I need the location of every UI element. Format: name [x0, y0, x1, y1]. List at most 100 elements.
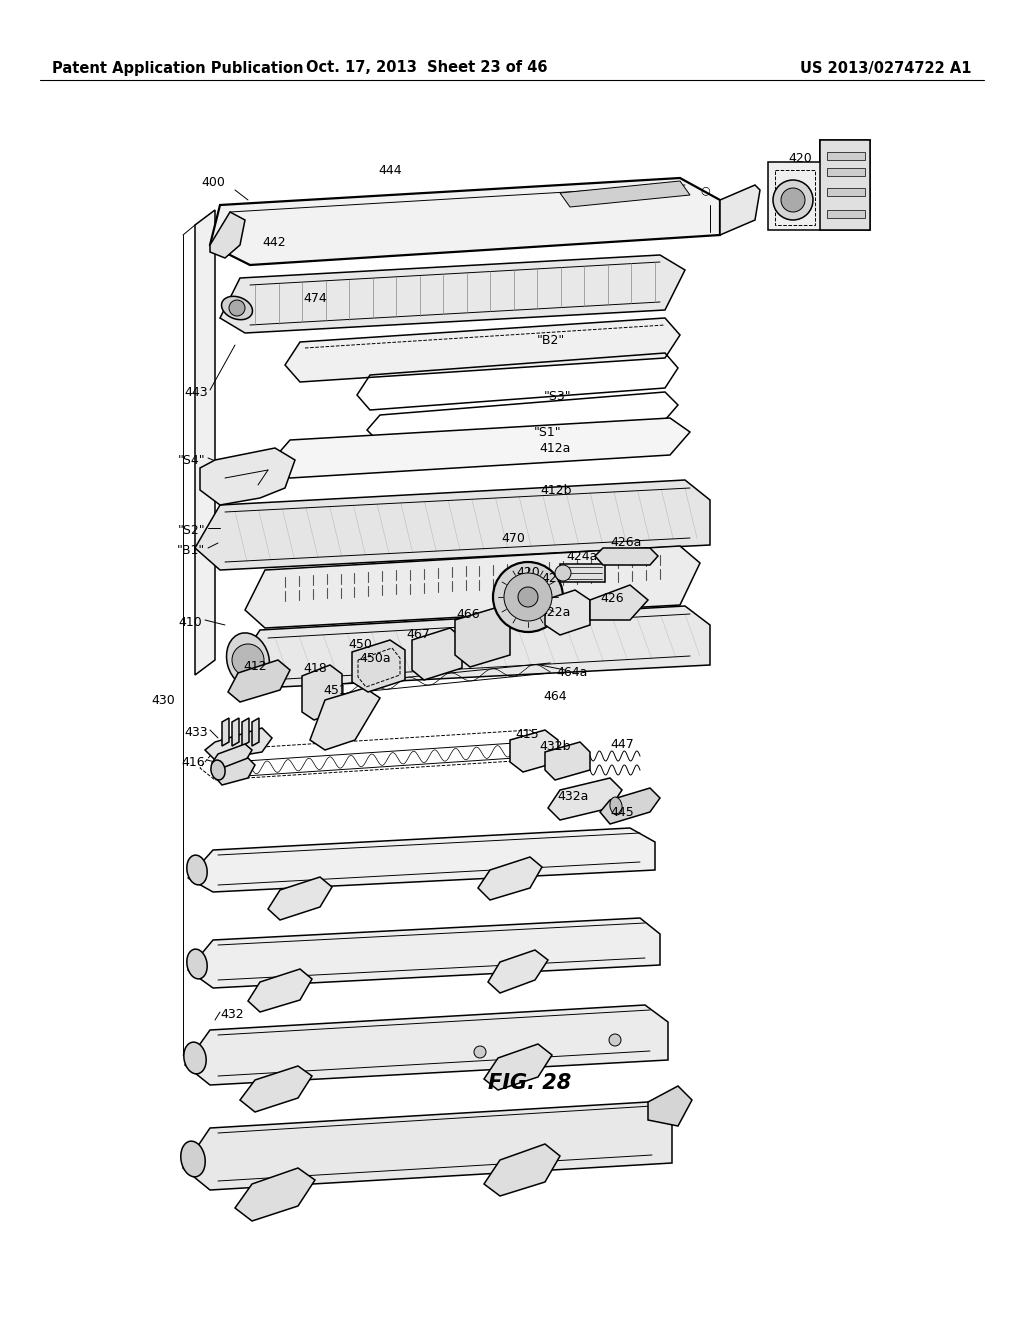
Text: 450: 450: [348, 639, 372, 652]
Polygon shape: [768, 140, 870, 230]
Text: FIG. 28: FIG. 28: [488, 1073, 571, 1093]
Text: 430: 430: [152, 693, 175, 706]
Polygon shape: [232, 718, 239, 746]
Text: 450a: 450a: [359, 652, 391, 664]
Text: 466: 466: [456, 609, 480, 622]
Polygon shape: [478, 857, 542, 900]
Ellipse shape: [211, 760, 225, 780]
Text: 444: 444: [378, 164, 401, 177]
Ellipse shape: [226, 632, 269, 688]
Text: 426a: 426a: [610, 536, 642, 549]
Text: Oct. 17, 2013  Sheet 23 of 46: Oct. 17, 2013 Sheet 23 of 46: [306, 61, 548, 75]
Polygon shape: [545, 742, 590, 780]
Polygon shape: [210, 213, 245, 257]
Ellipse shape: [181, 1142, 205, 1177]
Text: "S2": "S2": [177, 524, 205, 536]
Polygon shape: [242, 718, 249, 746]
Circle shape: [518, 587, 538, 607]
Polygon shape: [285, 318, 680, 381]
Text: 422a: 422a: [540, 606, 570, 619]
Ellipse shape: [186, 855, 207, 884]
Polygon shape: [200, 447, 295, 506]
Polygon shape: [195, 210, 215, 675]
Polygon shape: [590, 585, 648, 620]
Polygon shape: [268, 876, 332, 920]
Polygon shape: [245, 546, 700, 628]
Text: 474: 474: [303, 292, 327, 305]
Text: 422: 422: [542, 572, 565, 585]
Ellipse shape: [610, 797, 623, 814]
Polygon shape: [310, 688, 380, 750]
Polygon shape: [210, 178, 720, 265]
Polygon shape: [234, 606, 710, 688]
Text: 464a: 464a: [556, 665, 588, 678]
Text: 432: 432: [220, 1007, 244, 1020]
Polygon shape: [240, 1067, 312, 1111]
Circle shape: [773, 180, 813, 220]
Polygon shape: [648, 1086, 692, 1126]
Text: 416: 416: [181, 755, 205, 768]
Text: 415: 415: [515, 729, 539, 742]
Polygon shape: [188, 917, 660, 987]
Text: 424a: 424a: [566, 550, 598, 564]
Text: 410: 410: [178, 615, 202, 628]
Polygon shape: [560, 181, 690, 207]
Text: "B2": "B2": [537, 334, 565, 346]
Polygon shape: [820, 140, 870, 230]
Polygon shape: [827, 152, 865, 160]
Polygon shape: [195, 480, 710, 570]
Text: 470: 470: [501, 532, 525, 544]
Polygon shape: [720, 185, 760, 235]
Ellipse shape: [184, 1041, 206, 1074]
Text: "S1": "S1": [535, 426, 562, 440]
Polygon shape: [412, 628, 462, 680]
Circle shape: [229, 300, 245, 315]
Text: 432b: 432b: [540, 739, 570, 752]
Text: 420: 420: [788, 152, 812, 165]
Text: 412b: 412b: [541, 483, 571, 496]
Polygon shape: [548, 777, 622, 820]
Text: 467: 467: [407, 628, 430, 642]
Polygon shape: [352, 640, 406, 692]
Text: 451: 451: [324, 684, 347, 697]
Text: 418: 418: [303, 661, 327, 675]
Text: 443: 443: [184, 387, 208, 400]
Polygon shape: [248, 969, 312, 1012]
Text: "S3": "S3": [544, 391, 571, 404]
Text: 412a: 412a: [540, 441, 570, 454]
Polygon shape: [302, 665, 342, 719]
Text: 442: 442: [262, 235, 286, 248]
Text: 432a: 432a: [557, 789, 589, 803]
Polygon shape: [484, 1144, 560, 1196]
Circle shape: [232, 644, 264, 676]
Text: "B1": "B1": [177, 544, 205, 557]
Polygon shape: [185, 1005, 668, 1085]
Polygon shape: [827, 210, 865, 218]
Ellipse shape: [221, 296, 253, 319]
Polygon shape: [560, 564, 605, 582]
Text: 447: 447: [610, 738, 634, 751]
Text: Patent Application Publication: Patent Application Publication: [52, 61, 303, 75]
Ellipse shape: [186, 949, 207, 979]
Polygon shape: [188, 828, 655, 892]
Polygon shape: [510, 730, 558, 772]
Text: 445: 445: [610, 805, 634, 818]
Text: ○: ○: [700, 185, 710, 195]
Polygon shape: [228, 660, 290, 702]
Polygon shape: [220, 255, 685, 333]
Polygon shape: [488, 950, 548, 993]
Polygon shape: [545, 590, 590, 635]
Circle shape: [609, 1034, 621, 1045]
Polygon shape: [600, 788, 660, 824]
Polygon shape: [827, 187, 865, 195]
Polygon shape: [215, 758, 255, 785]
Polygon shape: [205, 729, 272, 760]
Text: 426: 426: [600, 591, 624, 605]
Text: "S4": "S4": [177, 454, 205, 466]
Text: 420: 420: [516, 565, 540, 578]
Polygon shape: [595, 548, 658, 565]
Text: 400: 400: [201, 176, 225, 189]
Polygon shape: [455, 609, 510, 667]
Text: US 2013/0274722 A1: US 2013/0274722 A1: [801, 61, 972, 75]
Circle shape: [474, 1045, 486, 1059]
